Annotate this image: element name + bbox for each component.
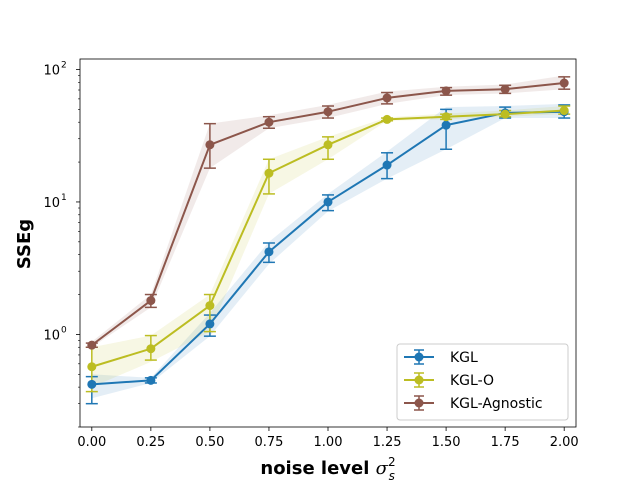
legend-kgl-o-marker (414, 375, 424, 385)
kgl-point (264, 247, 274, 257)
y-tick-exponent: 1 (61, 193, 67, 203)
kgl-point (205, 319, 215, 329)
kgl-agnostic-point (205, 140, 215, 150)
x-tick-label: 0.50 (195, 435, 224, 450)
kgl-o-point (205, 301, 215, 311)
kgl-agnostic-point (441, 86, 451, 96)
kgl-point (441, 120, 451, 130)
kgl-o-point (87, 362, 97, 372)
series-lines (91, 82, 565, 386)
x-tick-label: 0.25 (136, 435, 165, 450)
kgl-agnostic-point (323, 107, 333, 117)
y-tick-exponent: 0 (61, 325, 67, 335)
x-tick-label: 0.75 (254, 435, 283, 450)
kgl-point (382, 160, 392, 170)
x-axis-ticks: 0.00 0.25 0.50 0.75 1.00 1.25 1.50 1.75 2.00 (77, 427, 579, 450)
y-axis-title: SSEg (14, 219, 35, 269)
kgl-o-point (323, 140, 333, 150)
x-axis-title: noise level σ2 s (260, 455, 395, 480)
kgl-agnostic-point (382, 93, 392, 103)
x-tick-label: 1.75 (491, 435, 520, 450)
kgl-point (323, 197, 333, 207)
kgl-o-point (382, 114, 392, 124)
x-tick-label: 0.00 (77, 435, 106, 450)
kgl-agnostic-point (500, 84, 510, 94)
legend-kgl-marker (414, 352, 424, 362)
y-tick-label: 10 (43, 63, 60, 78)
x-tick-label: 1.50 (432, 435, 461, 450)
data-points (87, 78, 569, 389)
kgl-o-point (264, 168, 274, 178)
legend-box (396, 343, 569, 421)
kgl-agnostic-point (559, 78, 569, 88)
kgl-agnostic-point (146, 296, 156, 306)
kgl-agnostic-point (264, 117, 274, 127)
x-tick-label: 1.00 (314, 435, 343, 450)
y-tick-label: 10 (43, 196, 60, 211)
kgl-point (146, 375, 156, 385)
kgl-agnostic-point (87, 340, 97, 350)
y-tick-exponent: 2 (61, 60, 67, 70)
legend-kgl-o-label: KGL-O (450, 373, 494, 389)
legend: KGL KGL-O KGL-Agnostic (396, 343, 569, 421)
kgl-o-point (146, 344, 156, 354)
kgl-o-point (441, 112, 451, 122)
kgl-point (87, 379, 97, 389)
kgl-o-point (559, 106, 569, 116)
x-tick-label: 2.00 (550, 435, 579, 450)
legend-kgl-label: KGL (450, 350, 478, 366)
legend-kgl-agnostic-marker (414, 398, 424, 408)
x-tick-label: 1.25 (373, 435, 402, 450)
legend-kgl-agnostic-label: KGL-Agnostic (450, 396, 543, 412)
y-tick-label: 10 (43, 328, 60, 343)
kgl-o-point (500, 109, 510, 119)
